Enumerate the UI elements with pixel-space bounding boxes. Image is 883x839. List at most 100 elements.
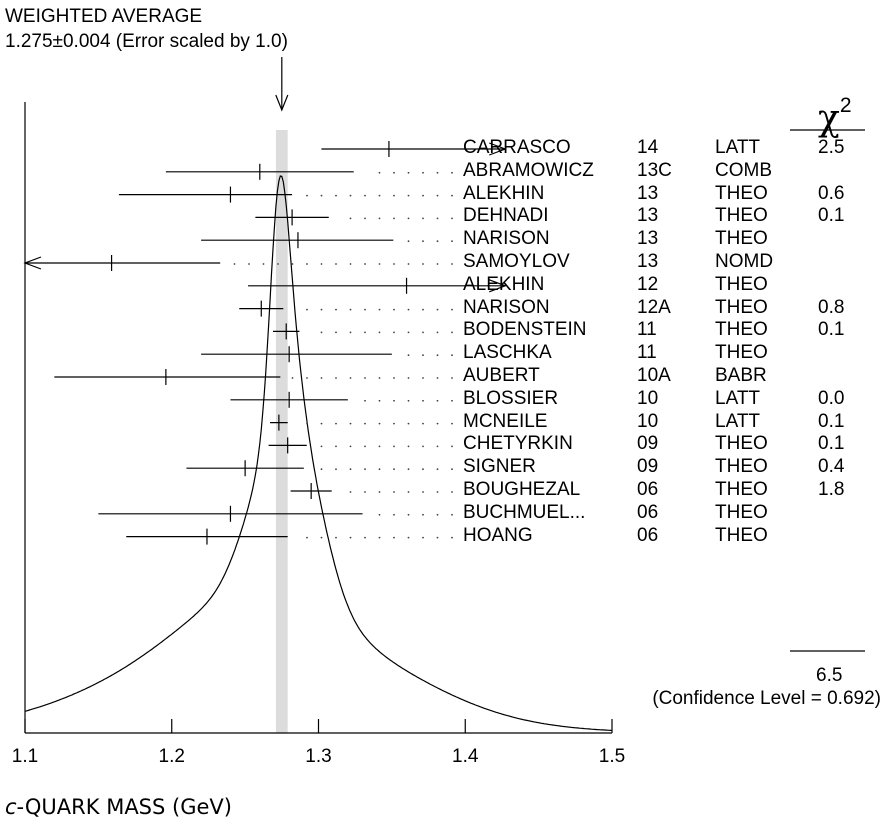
- row-13-year: 09: [637, 433, 659, 455]
- row-3-chi2: 0.1: [818, 205, 845, 227]
- row-15-leader-dot: [436, 491, 439, 493]
- chi2-exponent: 2: [839, 94, 852, 117]
- row-2-year: 13: [637, 182, 659, 204]
- row-4-leader-dot: [422, 240, 424, 243]
- row-9-leader-dot: [422, 354, 424, 357]
- row-14-year: 09: [637, 456, 659, 478]
- row-10-leader-dot: [436, 377, 439, 379]
- row-0-chi2: 2.5: [818, 137, 845, 158]
- row-7-leader-dot: [393, 308, 395, 311]
- row-8-leader-dot: [364, 331, 366, 334]
- row-8-chi2: 0.1: [818, 319, 845, 341]
- row-10-leader-dot: [407, 377, 410, 379]
- row-5-name: SAMOYLOV: [463, 251, 570, 272]
- row-9-leader-dot: [451, 354, 453, 357]
- row-2-leader-dot: [378, 194, 381, 197]
- row-8-leader-dot: [378, 331, 381, 334]
- row-15-leader-dot: [451, 491, 453, 493]
- chi2-label: χ2: [818, 86, 852, 139]
- row-10-leader-dot: [291, 377, 294, 379]
- row-7-leader-dot: [335, 308, 337, 311]
- row-16-leader-dot: [422, 513, 424, 516]
- row-0-arrow-head: [489, 142, 507, 156]
- row-13-leader-dot: [407, 445, 410, 448]
- row-17-leader-dot: [349, 536, 352, 539]
- row-5-arrow-head: [23, 256, 42, 270]
- row-2-leader-dot: [407, 194, 410, 197]
- row-10-leader-dot: [451, 377, 453, 379]
- row-0-tech: LATT: [715, 137, 761, 158]
- row-1-leader-dot: [378, 171, 381, 174]
- row-13-leader-dot: [364, 445, 366, 448]
- row-14-leader-dot: [349, 468, 352, 471]
- x-axis-label-rest: -QUARK MASS (GeV): [16, 795, 232, 819]
- row-8-leader-dot: [436, 331, 439, 334]
- row-14-leader-dot: [393, 468, 395, 471]
- row-9-tech: THEO: [715, 342, 768, 364]
- row-5-leader-dot: [422, 263, 424, 265]
- row-17-tech: THEO: [715, 524, 768, 546]
- row-2-chi2: 0.6: [818, 182, 845, 204]
- row-3-leader-dot: [349, 217, 352, 220]
- row-13-name: CHETYRKIN: [463, 433, 573, 455]
- row-7-tech: THEO: [715, 296, 768, 318]
- weighted-average-band: [275, 130, 288, 733]
- row-17-year: 06: [637, 524, 659, 546]
- row-17-leader-dot: [451, 536, 453, 539]
- row-11-name: BLOSSIER: [463, 387, 559, 409]
- row-2-leader-dot: [393, 194, 395, 197]
- row-1-leader-dot: [393, 171, 395, 174]
- row-3-leader-dot: [364, 217, 366, 220]
- row-16-leader-dot: [378, 513, 381, 516]
- row-15-leader-dot: [378, 491, 381, 493]
- row-1-leader-dot: [422, 171, 424, 174]
- row-14-leader-dot: [320, 468, 323, 471]
- row-9-leader-dot: [436, 354, 439, 357]
- row-14-leader-dot: [335, 468, 337, 471]
- row-16-leader-dot: [393, 513, 395, 516]
- row-12-leader-dot: [436, 422, 439, 425]
- row-11-leader-dot: [436, 399, 439, 402]
- row-15-leader-dot: [422, 491, 424, 493]
- row-8-leader-dot: [407, 331, 410, 334]
- row-4-tech: THEO: [715, 228, 768, 250]
- row-17-name: HOANG: [463, 524, 533, 546]
- row-15-tech: THEO: [715, 479, 768, 500]
- row-11-leader-dot: [451, 399, 453, 402]
- row-16-leader-dot: [451, 513, 453, 516]
- row-7-leader-dot: [451, 308, 453, 311]
- row-6-name: ALEKHIN: [463, 273, 545, 295]
- row-5-leader-dot: [262, 263, 265, 265]
- row-13-leader-dot: [422, 445, 424, 448]
- row-12-leader-dot: [306, 422, 308, 425]
- confidence-level: (Confidence Level = 0.692): [652, 688, 881, 709]
- row-11-chi2: 0.0: [818, 387, 845, 409]
- x-tick-label-1: 1.2: [159, 746, 185, 767]
- row-3-name: DEHNADI: [463, 205, 549, 227]
- row-3-leader-dot: [436, 217, 439, 220]
- row-17-leader-dot: [422, 536, 424, 539]
- row-1-leader-dot: [407, 171, 410, 174]
- row-8-year: 11: [637, 319, 657, 341]
- row-2-leader-dot: [320, 194, 323, 197]
- row-1-leader-dot: [451, 171, 453, 174]
- row-2-leader-dot: [436, 194, 439, 197]
- row-15-leader-dot: [349, 491, 352, 493]
- row-7-leader-dot: [378, 308, 381, 311]
- row-13-leader-dot: [436, 445, 439, 448]
- row-7-leader-dot: [306, 308, 308, 311]
- row-17-leader-dot: [393, 536, 395, 539]
- row-5-year: 13: [637, 251, 659, 272]
- row-5-leader-dot: [306, 263, 308, 265]
- row-5-leader-dot: [451, 263, 453, 265]
- row-5-leader-dot: [349, 263, 352, 265]
- row-8-leader-dot: [335, 331, 337, 334]
- row-4-leader-dot: [407, 240, 410, 243]
- row-8-leader-dot: [320, 331, 323, 334]
- row-10-leader-dot: [335, 377, 337, 379]
- row-9-name: LASCHKA: [463, 342, 552, 364]
- row-14-leader-dot: [422, 468, 424, 471]
- row-17-leader-dot: [335, 536, 337, 539]
- row-5-leader-dot: [233, 263, 236, 265]
- x-tick-label-2: 1.3: [305, 746, 331, 767]
